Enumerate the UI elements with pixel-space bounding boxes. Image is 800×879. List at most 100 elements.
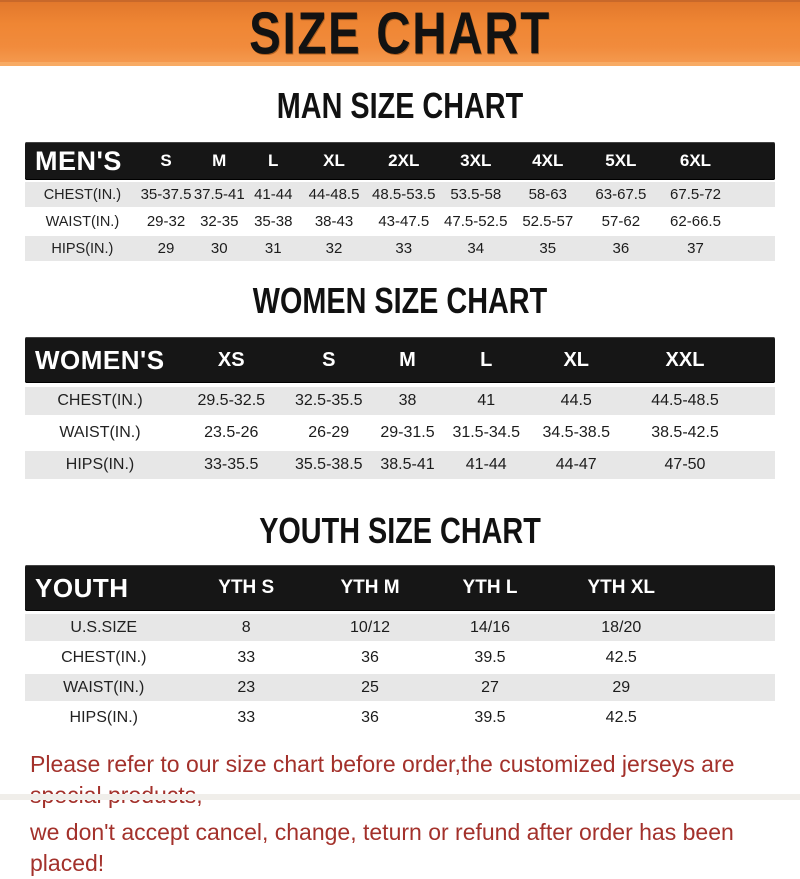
value-cell: 23 xyxy=(237,678,256,696)
value-cell: 38.5-41 xyxy=(380,456,435,473)
row-label: CHEST(IN.) xyxy=(61,648,147,666)
table-header-row: YOUTH YTH S YTH M YTH L YTH XL xyxy=(25,565,775,611)
size-column-header: 3XL xyxy=(460,151,492,170)
value-cell: 23.5-26 xyxy=(204,424,259,441)
value-cell: 36 xyxy=(612,240,630,257)
value-cell: 27 xyxy=(481,678,499,696)
value-cell: 42.5 xyxy=(605,648,637,666)
size-column-header: S xyxy=(160,151,172,170)
table-row: CHEST(IN.) 35-37.5 37.5-41 41-44 44-48.5 48.5… xyxy=(25,182,775,207)
bottom-edge-strip xyxy=(0,794,800,800)
order-note-line-2: we don't accept cancel, change, teturn o… xyxy=(30,819,734,877)
row-label: WAIST(IN.) xyxy=(45,213,120,230)
size-column-header: 4XL xyxy=(532,151,564,170)
value-cell: 39.5 xyxy=(474,648,506,666)
value-cell: 42.5 xyxy=(605,708,637,726)
table-header-row: MEN'S S M L XL 2XL 3XL 4XL 5XL 6XL xyxy=(25,142,775,180)
women-section-heading-text: WOMEN SIZE CHART xyxy=(252,280,548,321)
value-cell: 32 xyxy=(325,240,343,257)
table-row: CHEST(IN.) 33 36 39.5 42.5 xyxy=(25,644,775,671)
size-column-header: XXL xyxy=(665,348,705,371)
size-column-header: XS xyxy=(217,348,245,371)
value-cell: 18/20 xyxy=(601,618,642,636)
value-cell: 38-43 xyxy=(314,213,354,230)
value-cell: 34 xyxy=(467,240,485,257)
men-section-heading-text: MAN SIZE CHART xyxy=(276,85,524,126)
value-cell: 29.5-32.5 xyxy=(197,392,266,409)
value-cell: 32-35 xyxy=(200,213,239,230)
men-size-table: MEN'S S M L XL 2XL 3XL 4XL 5XL 6XL CHEST(IN.) 35-37… xyxy=(25,142,775,261)
youth-section-heading: YOUTH SIZE CHART xyxy=(0,513,800,550)
value-cell: 32.5-35.5 xyxy=(294,392,363,409)
value-cell: 52.5-57 xyxy=(522,213,574,230)
value-cell: 37.5-41 xyxy=(193,186,245,203)
value-cell: 63-67.5 xyxy=(595,186,647,203)
value-cell: 33 xyxy=(237,708,256,726)
size-column-header: S xyxy=(322,348,336,371)
value-cell: 29-31.5 xyxy=(380,424,435,441)
value-cell: 33 xyxy=(237,648,256,666)
table-row: WAIST(IN.) 29-32 32-35 35-38 38-43 43-47.5 47.… xyxy=(25,209,775,234)
table-row: U.S.SIZE 8 10/12 14/16 18/20 xyxy=(25,614,775,641)
size-column-header: YTH S xyxy=(218,577,275,598)
size-column-header: L xyxy=(268,151,279,170)
value-cell: 33-35.5 xyxy=(204,456,259,473)
men-section-heading: MAN SIZE CHART xyxy=(0,88,800,125)
size-column-header: YTH L xyxy=(462,577,518,598)
value-cell: 57-62 xyxy=(601,213,641,230)
value-cell: 10/12 xyxy=(349,618,391,636)
value-cell: 35 xyxy=(539,240,557,257)
value-cell: 29 xyxy=(612,678,631,696)
order-note: Please refer to our size chart before or… xyxy=(30,749,800,879)
women-size-table: WOMEN'S XS S M L XL XXL CHEST(IN.) 29.5-32.5 32.5… xyxy=(25,337,775,479)
value-cell: 44-48.5 xyxy=(308,186,360,203)
value-cell: 29-32 xyxy=(146,213,186,230)
table-corner-label: YOUTH xyxy=(35,572,129,603)
value-cell: 36 xyxy=(361,708,379,726)
value-cell: 29 xyxy=(157,240,175,257)
banner: SIZE CHART xyxy=(0,0,800,66)
row-label: HIPS(IN.) xyxy=(69,708,138,726)
value-cell: 47.5-52.5 xyxy=(444,213,508,230)
value-cell: 25 xyxy=(361,678,379,696)
value-cell: 38.5-42.5 xyxy=(651,424,719,441)
value-cell: 26-29 xyxy=(308,424,350,441)
value-cell: 31 xyxy=(264,240,282,257)
value-cell: 33 xyxy=(395,240,413,257)
value-cell: 41-44 xyxy=(254,186,293,203)
table-row: WAIST(IN.) 23.5-26 26-29 29-31.5 31.5-34.5 34… xyxy=(25,419,775,447)
row-label: WAIST(IN.) xyxy=(59,424,141,441)
table-corner-label: WOMEN'S xyxy=(35,344,165,375)
value-cell: 30 xyxy=(210,240,228,257)
value-cell: 35-37.5 xyxy=(140,186,192,203)
value-cell: 39.5 xyxy=(474,708,506,726)
size-column-header: L xyxy=(480,348,493,371)
value-cell: 41-44 xyxy=(465,456,507,473)
youth-section-heading-text: YOUTH SIZE CHART xyxy=(259,510,541,551)
size-column-header: XL xyxy=(323,151,345,170)
value-cell: 14/16 xyxy=(469,618,511,636)
women-section-heading: WOMEN SIZE CHART xyxy=(0,283,800,320)
order-note-line-1: Please refer to our size chart before or… xyxy=(30,751,735,808)
table-row: HIPS(IN.) 29 30 31 32 33 34 35 36 37 xyxy=(25,236,775,261)
value-cell: 44.5 xyxy=(560,392,592,409)
size-column-header: M xyxy=(212,151,227,170)
row-label: HIPS(IN.) xyxy=(65,456,135,473)
table-row: HIPS(IN.) 33 36 39.5 42.5 xyxy=(25,704,775,731)
value-cell: 58-63 xyxy=(528,186,567,203)
value-cell: 67.5-72 xyxy=(670,186,721,203)
value-cell: 35-38 xyxy=(254,213,293,230)
size-column-header: 2XL xyxy=(388,151,420,170)
table-header-row: WOMEN'S XS S M L XL XXL xyxy=(25,337,775,383)
table-row: HIPS(IN.) 33-35.5 35.5-38.5 38.5-41 41-44 44-… xyxy=(25,451,775,479)
row-label: CHEST(IN.) xyxy=(57,392,143,409)
value-cell: 34.5-38.5 xyxy=(542,424,611,441)
row-label: WAIST(IN.) xyxy=(63,678,145,696)
value-cell: 8 xyxy=(241,618,251,636)
value-cell: 41 xyxy=(477,392,496,409)
value-cell: 38 xyxy=(398,392,417,409)
value-cell: 48.5-53.5 xyxy=(372,186,436,203)
row-label: HIPS(IN.) xyxy=(51,240,114,257)
table-row: WAIST(IN.) 23 25 27 29 xyxy=(25,674,775,701)
